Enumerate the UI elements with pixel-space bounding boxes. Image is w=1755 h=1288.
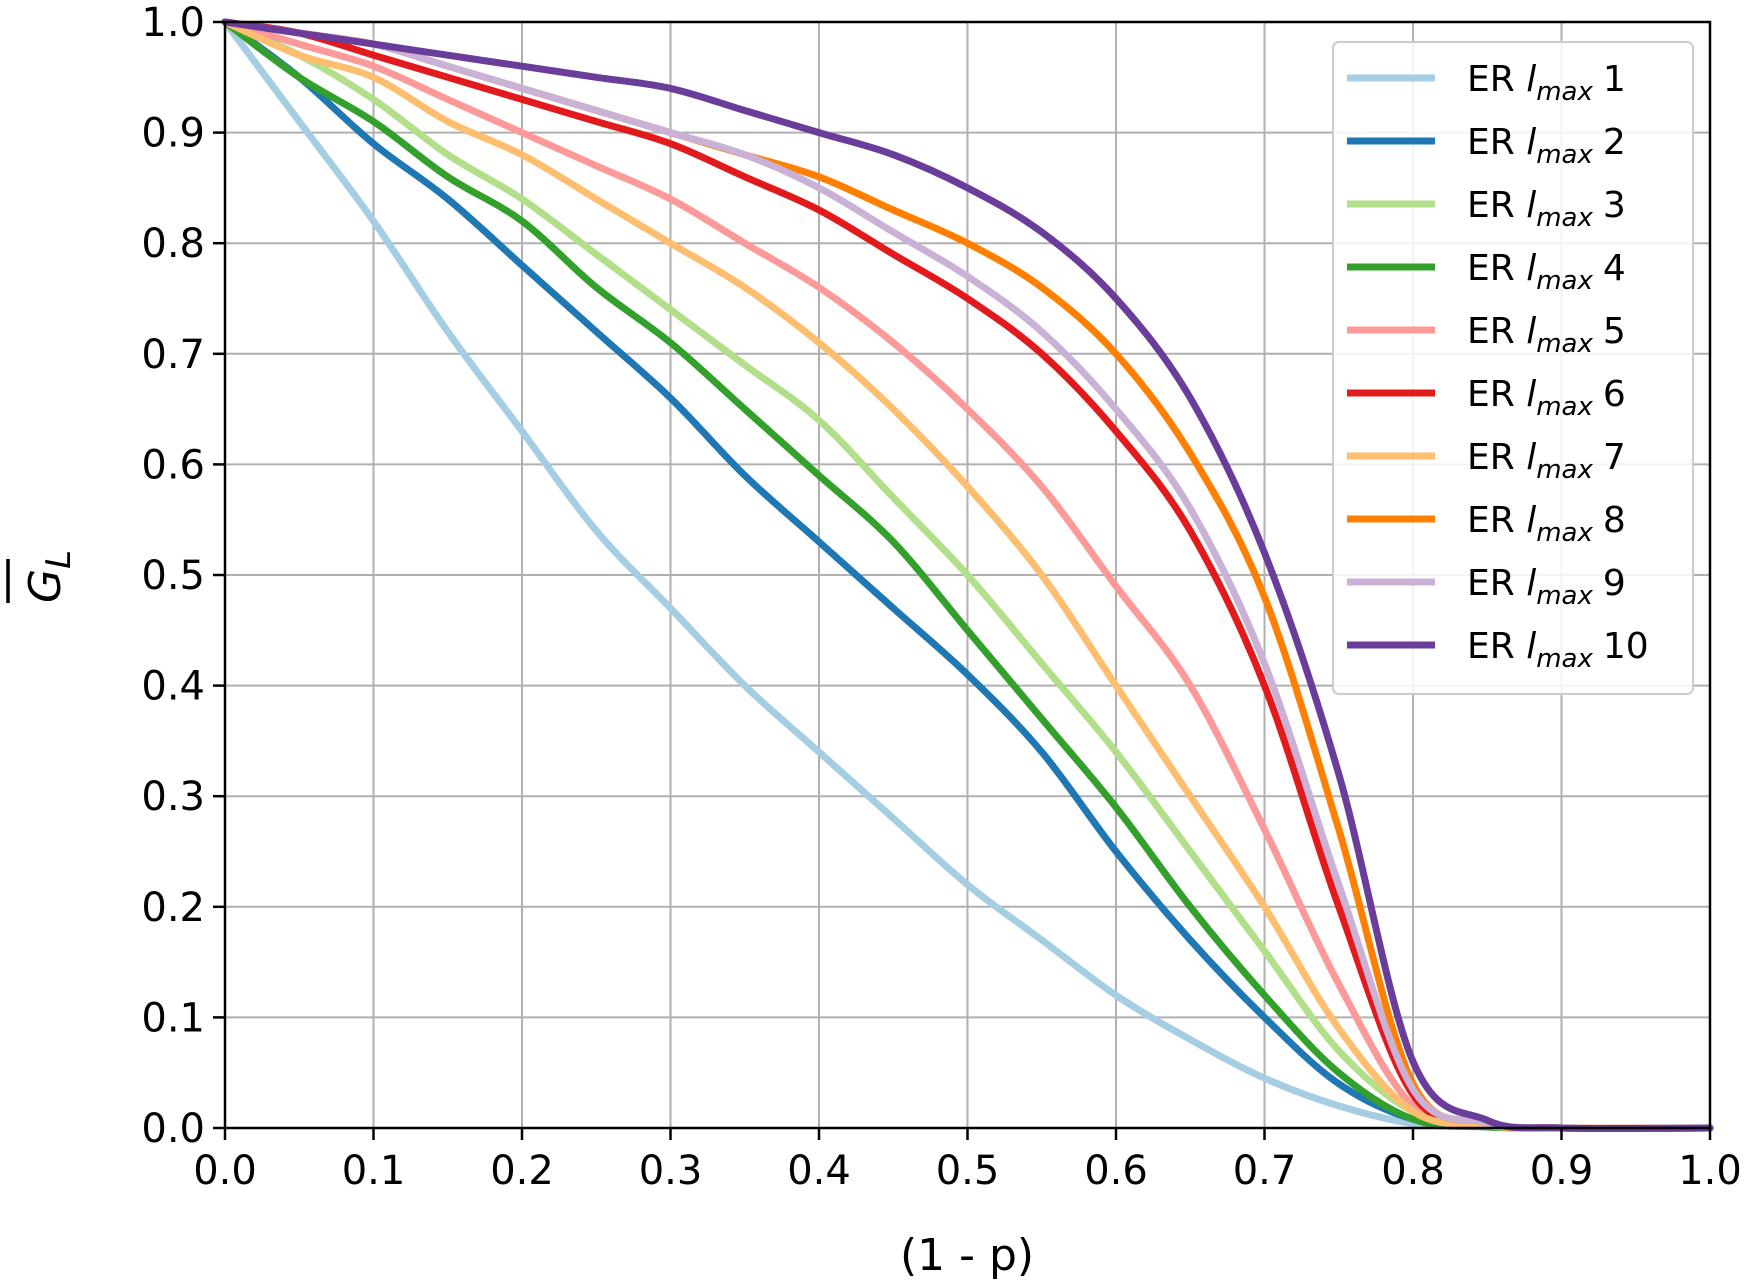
svg-text:GL: GL xyxy=(20,550,79,603)
x-tick-label: 0.1 xyxy=(342,1148,406,1194)
x-tick-label: 0.5 xyxy=(936,1148,1000,1194)
legend-entry-label: ER lmax 6 xyxy=(1467,374,1626,422)
y-tick-label: 0.3 xyxy=(141,774,205,820)
series-line-10 xyxy=(221,18,1714,1133)
legend-entry-label: ER lmax 7 xyxy=(1467,437,1626,485)
x-tick-label: 0.6 xyxy=(1084,1148,1148,1194)
y-axis: 0.0 0.1 0.2 0.3 0.4 0.5 0.6 0.7 0.8 0.9 1.0 xyxy=(141,0,225,1152)
series-line-7 xyxy=(221,18,1714,1132)
legend-entry-label: ER lmax 1 xyxy=(1467,59,1626,107)
x-tick-label: 0.9 xyxy=(1530,1148,1594,1194)
y-tick-label: 0.9 xyxy=(141,111,205,157)
y-tick-label: 0.0 xyxy=(141,1106,205,1152)
series-line-9 xyxy=(221,18,1714,1132)
x-tick-label: 0.4 xyxy=(787,1148,851,1194)
legend-entry-label: ER lmax 2 xyxy=(1467,122,1626,170)
legend-entry-label: ER lmax 8 xyxy=(1467,500,1626,548)
series-line-5 xyxy=(221,18,1714,1132)
y-tick-label: 0.1 xyxy=(141,995,205,1041)
x-tick-label: 1.0 xyxy=(1678,1148,1742,1194)
legend-entry-label: ER lmax 9 xyxy=(1467,563,1626,611)
series-line-1 xyxy=(221,18,1714,1132)
legend-entry-label: ER lmax 10 xyxy=(1467,626,1649,674)
legend-entry-label: ER lmax 4 xyxy=(1467,248,1626,296)
y-axis-label-sub: L xyxy=(39,550,79,569)
y-tick-label: 1.0 xyxy=(141,0,205,46)
x-tick-label: 0.8 xyxy=(1381,1148,1445,1194)
y-tick-label: 0.2 xyxy=(141,885,205,931)
legend: ER lmax 1 ER lmax 2 ER lmax 3 ER lmax 4 ER lmax 5… xyxy=(1332,41,1694,695)
y-tick-label: 0.4 xyxy=(141,664,205,710)
x-axis-label: (1 - p) xyxy=(900,1230,1034,1281)
x-tick-label: 0.3 xyxy=(639,1148,703,1194)
series-lines xyxy=(221,18,1714,1133)
y-axis-label-var: G xyxy=(20,569,71,603)
x-tick-label: 0.7 xyxy=(1233,1148,1297,1194)
x-axis: 0.0 0.1 0.2 0.3 0.4 0.5 0.6 0.7 0.8 0.9 1.0 xyxy=(193,1128,1742,1194)
legend-entry-label: ER lmax 5 xyxy=(1467,311,1626,359)
y-tick-label: 0.5 xyxy=(141,553,205,599)
x-tick-label: 0.2 xyxy=(490,1148,554,1194)
legend-entry-label: ER lmax 3 xyxy=(1467,185,1626,233)
series-line-4 xyxy=(221,18,1714,1132)
y-tick-label: 0.8 xyxy=(141,221,205,267)
x-tick-label: 0.0 xyxy=(193,1148,257,1194)
y-axis-label: GL xyxy=(6,550,79,603)
y-tick-label: 0.6 xyxy=(141,442,205,488)
y-tick-label: 0.7 xyxy=(141,332,205,378)
